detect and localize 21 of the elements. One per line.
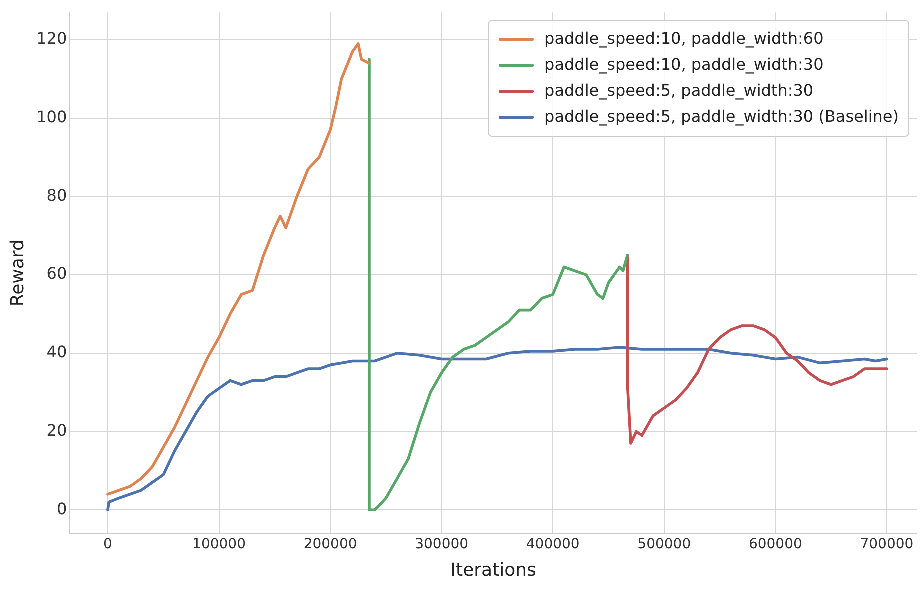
y-tick-label: 120 bbox=[36, 29, 68, 48]
x-tick-label: 400000 bbox=[526, 536, 580, 553]
x-axis-title: Iterations bbox=[450, 560, 536, 581]
x-tick-label: 500000 bbox=[638, 536, 692, 553]
x-tick-label: 100000 bbox=[192, 536, 246, 553]
x-tick-label: 700000 bbox=[860, 536, 914, 553]
x-tick-label: 200000 bbox=[304, 536, 358, 553]
legend-label: paddle_speed:10, paddle_width:30 bbox=[544, 54, 824, 74]
x-tick-label: 300000 bbox=[415, 536, 469, 553]
y-axis-title: Reward bbox=[7, 240, 28, 307]
x-tick-label: 0 bbox=[104, 536, 112, 553]
y-tick-label: 0 bbox=[56, 499, 68, 518]
y-tick-label: 80 bbox=[46, 186, 68, 205]
y-tick-label: 60 bbox=[46, 264, 68, 284]
y-tick-label: 40 bbox=[46, 342, 68, 362]
legend-label: paddle_speed:5, paddle_width:30 (Baseline) bbox=[544, 106, 900, 126]
y-tick-label: 20 bbox=[46, 420, 68, 440]
legend-label: paddle_speed:5, paddle_width:30 bbox=[544, 80, 814, 100]
legend-label: paddle_speed:10, paddle_width:60 bbox=[544, 28, 824, 48]
x-tick-label: 600000 bbox=[748, 536, 802, 553]
y-tick-label: 100 bbox=[36, 108, 68, 127]
